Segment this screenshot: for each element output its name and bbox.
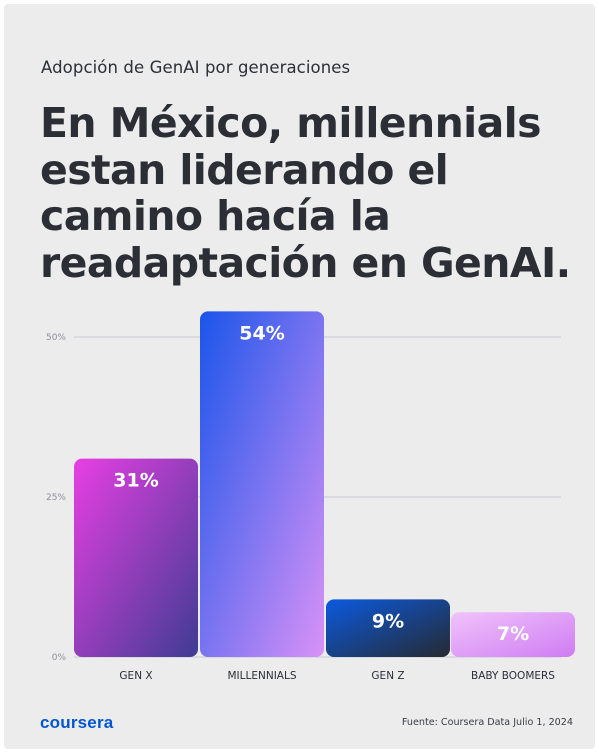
bars	[74, 311, 575, 657]
coursera-logo: coursera	[40, 713, 114, 732]
category-label-baby-boomers: BABY BOOMERS	[471, 670, 555, 682]
category-label-gen-z: GEN Z	[371, 670, 404, 682]
bar-millennials	[200, 311, 324, 657]
y-tick-label: 0%	[52, 653, 67, 663]
chart-subtitle: Adopción de GenAI por generaciones	[41, 58, 351, 77]
category-label-gen-x: GEN X	[119, 670, 152, 682]
bar-baby-boomers	[451, 612, 575, 657]
value-label-millennials: 54%	[239, 322, 284, 344]
bar-chart: 0% 25% 50% 31% GEN X 54% MILLENNIALS 9% GEN Z 7% B…	[46, 311, 575, 682]
infographic-card: Adopción de GenAI por generaciones En Mé…	[4, 4, 595, 749]
chart-headline: En México, millennials estan liderando e…	[40, 99, 571, 287]
value-label-baby-boomers: 7%	[497, 623, 529, 645]
labels: 0% 25% 50% 31% GEN X 54% MILLENNIALS 9% GEN Z 7% B…	[46, 322, 555, 682]
value-label-gen-z: 9%	[372, 610, 404, 632]
source-note: Fuente: Coursera Data Julio 1, 2024	[401, 717, 573, 728]
y-tick-label: 50%	[46, 333, 66, 343]
bar-gen-x	[74, 458, 198, 657]
category-label-millennials: MILLENNIALS	[228, 670, 297, 682]
y-tick-label: 25%	[46, 493, 66, 503]
bar-gen-z	[326, 599, 450, 657]
value-label-gen-x: 31%	[113, 470, 158, 492]
